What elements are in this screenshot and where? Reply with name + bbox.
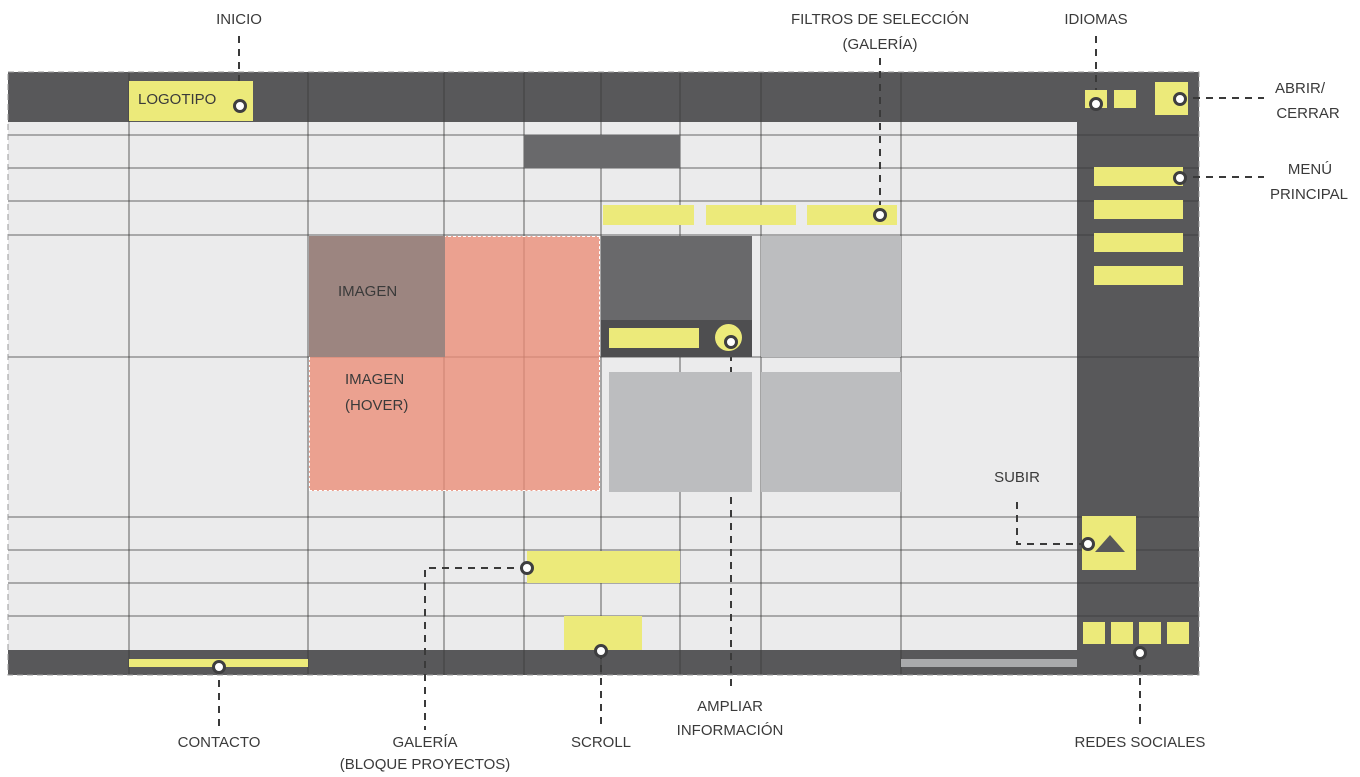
annotation-galeria-1: GALERÍA (392, 734, 458, 751)
arrow-up-icon (1095, 535, 1125, 552)
marker-menu-principal (1173, 171, 1187, 185)
annotation-scroll: SCROLL (570, 734, 632, 751)
filter-button-2[interactable] (706, 205, 796, 225)
project-card-4[interactable] (761, 372, 901, 492)
marker-filtros (873, 208, 887, 222)
marker-inicio (233, 99, 247, 113)
marker-scroll (594, 644, 608, 658)
image-hover-label-1: IMAGEN (345, 371, 405, 388)
annotation-inicio: INICIO (216, 11, 262, 28)
social-icon-4[interactable] (1167, 622, 1189, 644)
annotation-filtros-1: FILTROS DE SELECCIÓN (790, 11, 970, 28)
annotation-redes: REDES SOCIALES (1074, 734, 1206, 751)
project-card-3[interactable] (609, 372, 752, 492)
social-icon-2[interactable] (1111, 622, 1133, 644)
marker-ampliar (724, 335, 738, 349)
annotation-abrir-2: CERRAR (1276, 105, 1340, 122)
gallery-more-button[interactable] (527, 551, 680, 583)
gallery-image-base (309, 236, 445, 357)
logo-block[interactable] (129, 81, 253, 121)
filter-button-1[interactable] (603, 205, 694, 225)
menu-item-3[interactable] (1094, 233, 1183, 252)
menu-item-1[interactable] (1094, 167, 1183, 186)
annotation-idiomas: IDIOMAS (1064, 11, 1128, 28)
menu-item-4[interactable] (1094, 266, 1183, 285)
annotation-menu-1: MENÚ (1287, 161, 1333, 178)
annotation-abrir-1: ABRIR/ (1275, 80, 1326, 97)
social-icon-1[interactable] (1083, 622, 1105, 644)
menu-item-2[interactable] (1094, 200, 1183, 219)
footer-scroll-track (901, 659, 1077, 667)
marker-contacto (212, 660, 226, 674)
annotation-subir: SUBIR (994, 469, 1040, 486)
marker-redes (1133, 646, 1147, 660)
marker-subir (1081, 537, 1095, 551)
marker-idiomas (1089, 97, 1103, 111)
annotation-menu-2: PRINCIPAL (1269, 186, 1349, 203)
annotation-ampliar-1: AMPLIAR (697, 698, 763, 715)
project-card-title (609, 328, 699, 348)
annotation-ampliar-2: INFORMACIÓN (676, 722, 784, 739)
marker-abrir-cerrar (1173, 92, 1187, 106)
language-en-button[interactable] (1114, 90, 1136, 108)
logo-text: LOGOTIPO (138, 91, 217, 108)
section-title-block (524, 135, 680, 168)
marker-galeria (520, 561, 534, 575)
image-label: IMAGEN (338, 283, 398, 300)
annotation-contacto: CONTACTO (177, 734, 261, 751)
image-hover-label-2: (HOVER) (345, 397, 409, 414)
project-card-2[interactable] (761, 236, 901, 357)
annotation-filtros-2: (GALERÍA) (842, 36, 918, 53)
annotation-galeria-2: (BLOQUE PROYECTOS) (339, 756, 511, 773)
social-icon-3[interactable] (1139, 622, 1161, 644)
